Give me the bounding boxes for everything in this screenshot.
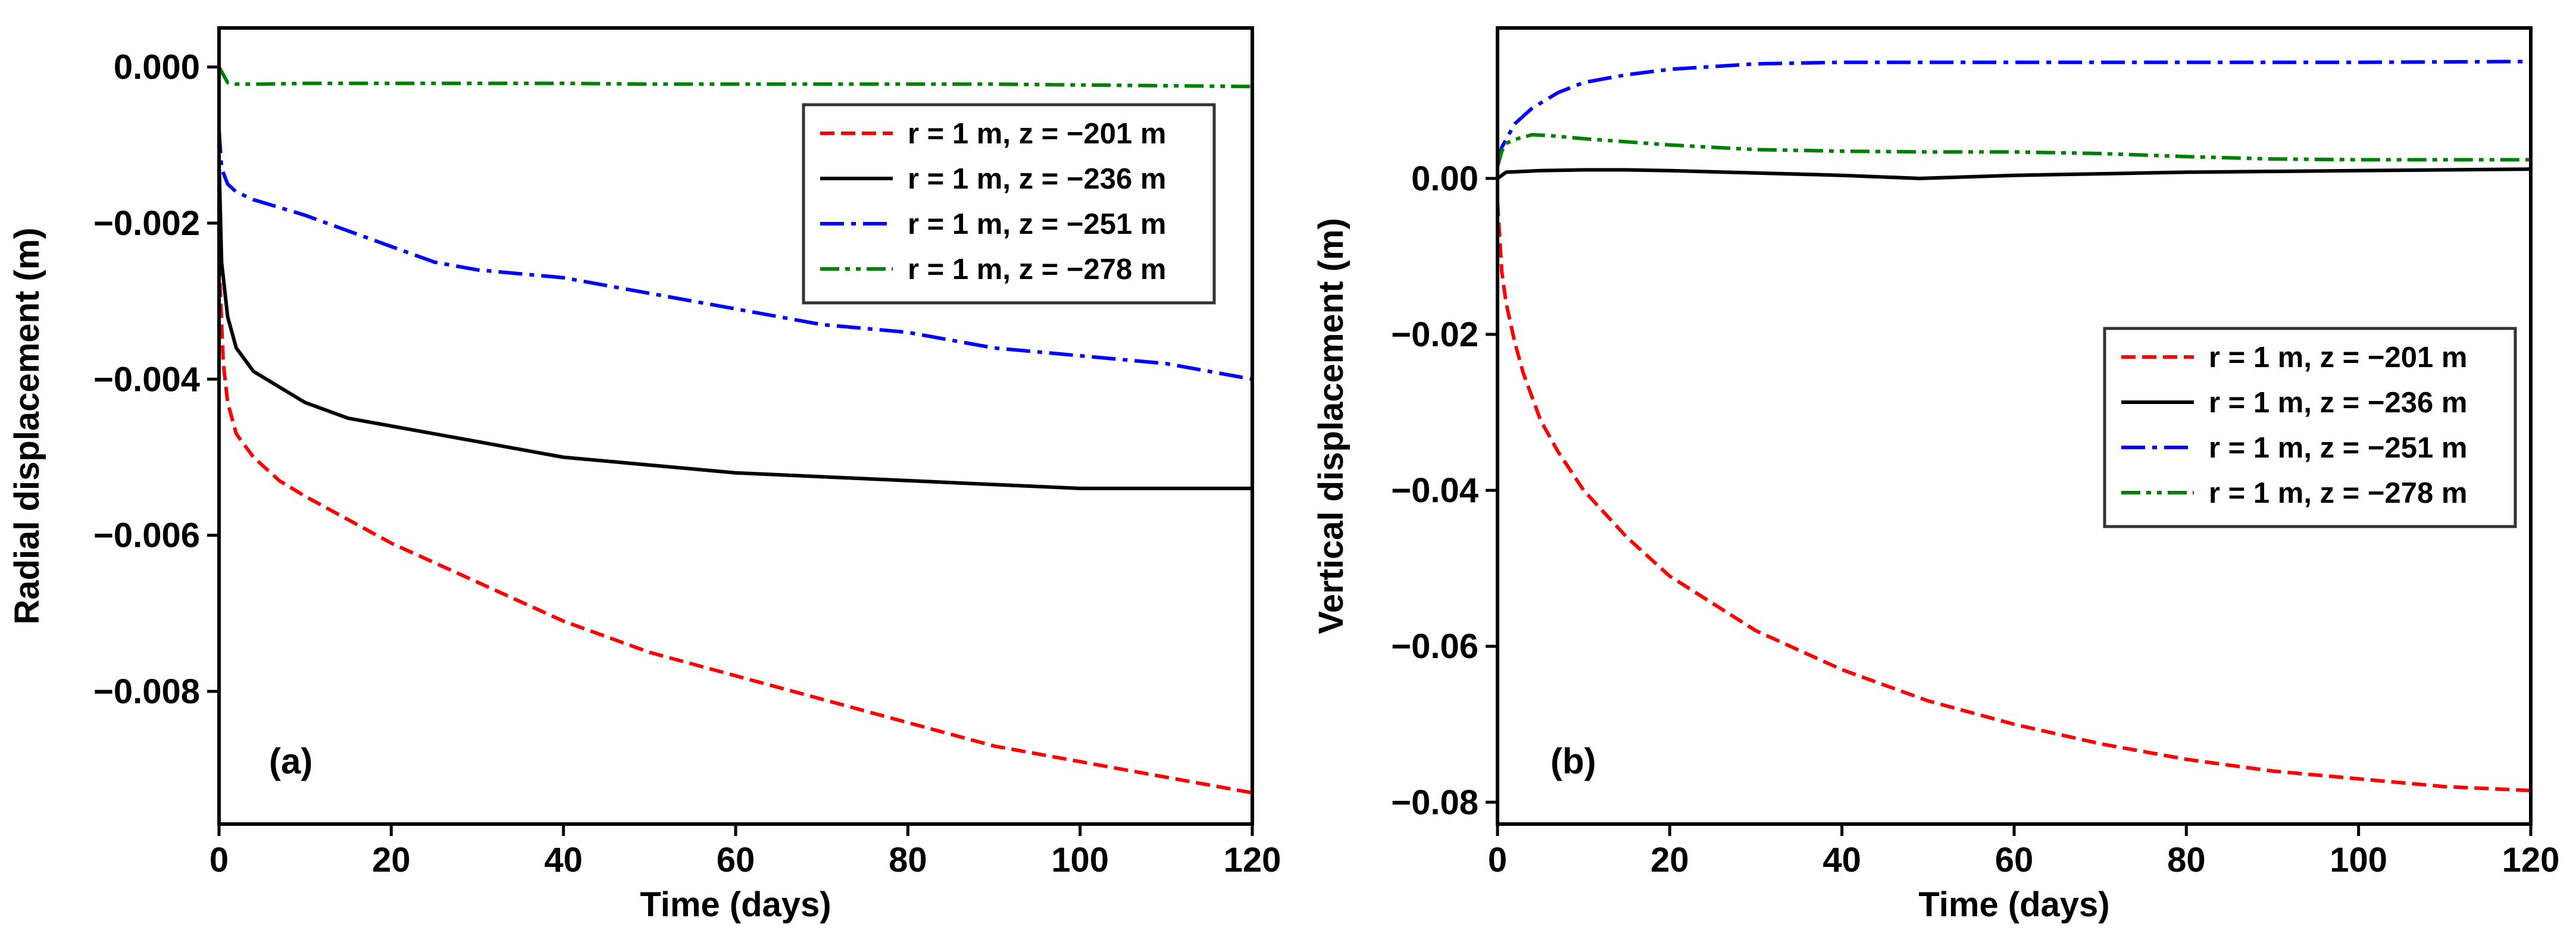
legend-label-a-0: r = 1 m, z = −201 m bbox=[908, 118, 1166, 150]
y-tick-label-b: −0.06 bbox=[1391, 627, 1478, 666]
y-axis-label-a: Radial displacement (m) bbox=[8, 227, 46, 624]
y-tick-label-b: 0.00 bbox=[1411, 159, 1478, 198]
x-tick-label-a: 60 bbox=[717, 841, 755, 879]
y-tick-label-b: −0.08 bbox=[1391, 783, 1478, 822]
x-axis-label-b: Time (days) bbox=[1918, 885, 2109, 924]
x-tick-label-b: 40 bbox=[1822, 841, 1861, 879]
legend-label-b-1: r = 1 m, z = −236 m bbox=[2209, 387, 2467, 419]
legend-label-b-3: r = 1 m, z = −278 m bbox=[2209, 477, 2467, 509]
y-tick-label-a: −0.002 bbox=[93, 204, 200, 243]
series-line-a-0 bbox=[217, 262, 1253, 795]
x-tick-label-b: 0 bbox=[1488, 841, 1507, 879]
y-tick-label-a: −0.004 bbox=[93, 360, 200, 399]
y-tick-label-a: 0.000 bbox=[114, 48, 200, 87]
chart-panel-b: 0 20 40 60 80 100 1200.00−0.02−0.04−0.06−0.08 … bbox=[1312, 26, 2559, 924]
x-tick-label-a: 0 bbox=[210, 841, 229, 879]
series-line-b-0 bbox=[1496, 202, 2531, 793]
series-line-a-2 bbox=[217, 129, 1253, 381]
y-axis-label-b: Vertical displacement (m) bbox=[1312, 218, 1350, 634]
legend-label-a-1: r = 1 m, z = −236 m bbox=[908, 163, 1166, 195]
x-tick-label-a: 20 bbox=[372, 841, 411, 879]
panel-label-a: (a) bbox=[269, 741, 312, 781]
x-tick-label-a: 120 bbox=[1224, 841, 1281, 879]
y-tick-label-b: −0.02 bbox=[1391, 315, 1478, 354]
ticks-layer-b: 0 20 40 60 80 100 120 0.00 −0.02 −0.04 −0.06 −0.08 bbox=[1391, 159, 2559, 879]
y-tick-label-a: −0.006 bbox=[93, 516, 200, 555]
y-tick-label-a: −0.008 bbox=[93, 672, 200, 711]
legend-label-b-0: r = 1 m, z = −201 m bbox=[2209, 342, 2467, 374]
series-line-b-3 bbox=[1496, 133, 2531, 168]
series-layer-a bbox=[217, 66, 1253, 795]
x-axis-label-a: Time (days) bbox=[640, 885, 831, 924]
x-tick-label-a: 80 bbox=[889, 841, 927, 879]
legend-b: r = 1 m, z = −201 m r = 1 m, z = −236 m r … bbox=[2103, 327, 2517, 528]
series-line-b-2 bbox=[1496, 59, 2531, 164]
x-tick-label-b: 60 bbox=[1995, 841, 2034, 879]
x-tick-label-b: 80 bbox=[2167, 841, 2206, 879]
x-tick-label-a: 100 bbox=[1051, 841, 1109, 879]
series-line-a-3 bbox=[217, 66, 1253, 89]
x-tick-label-a: 40 bbox=[544, 841, 583, 879]
series-line-a-1 bbox=[217, 160, 1252, 490]
x-tick-label-b: 120 bbox=[2502, 841, 2560, 879]
chart-panel-a: 0 20 40 60 80 100 120 0.000 −0.002 −0.004 −0.006 −0… bbox=[8, 26, 1281, 924]
x-tick-label-b: 100 bbox=[2330, 841, 2387, 879]
legend-label-a-3: r = 1 m, z = −278 m bbox=[908, 253, 1166, 286]
legend-a: r = 1 m, z = −201 m r = 1 m, z = −236 m r … bbox=[802, 103, 1216, 305]
x-tick-label-b: 20 bbox=[1650, 841, 1689, 879]
legend-label-a-2: r = 1 m, z = −251 m bbox=[908, 208, 1166, 240]
series-layer-b bbox=[1496, 59, 2531, 793]
panel-label-b: (b) bbox=[1550, 741, 1596, 781]
series-line-b-1 bbox=[1496, 167, 2531, 180]
legend-label-b-2: r = 1 m, z = −251 m bbox=[2209, 432, 2467, 464]
ticks-layer-a: 0 20 40 60 80 100 120 0.000 −0.002 −0.004 −0.006 −0… bbox=[93, 48, 1281, 879]
y-tick-label-b: −0.04 bbox=[1391, 471, 1478, 510]
